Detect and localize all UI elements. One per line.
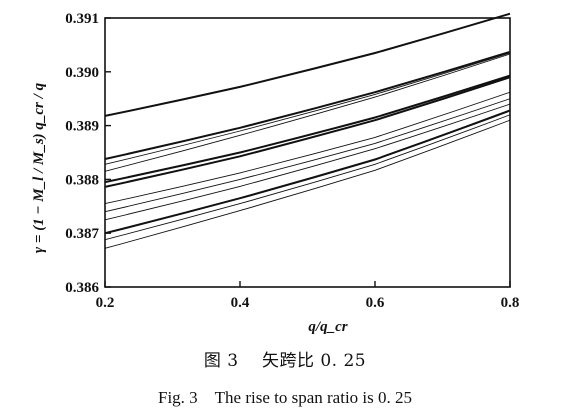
series-line-2 — [104, 50, 511, 160]
y-axis-label: γ = (1 − M_l / M_s) q_cr / q — [31, 82, 47, 253]
series-line-6 — [104, 76, 511, 188]
figure-caption-chinese: 图 3 矢跨比 0. 25 — [203, 351, 367, 371]
x-tick-label: 0.2 — [96, 295, 115, 311]
x-tick-label: 0.6 — [366, 295, 385, 311]
series-line-4 — [104, 53, 511, 172]
y-tick-label: 0.386 — [65, 280, 99, 296]
y-tick-label: 0.391 — [65, 11, 99, 27]
x-tick-label: 0.8 — [501, 295, 520, 311]
x-axis-label: q/q_cr — [308, 319, 347, 335]
series-line-3 — [104, 52, 511, 165]
y-tick-label: 0.389 — [65, 119, 99, 135]
plot-frame — [104, 17, 511, 288]
y-tick-label: 0.388 — [65, 172, 99, 188]
series-line-5 — [104, 74, 511, 184]
ticks-group: 0.2 0.4 0.6 0.8 0.386 0.387 0.388 0.389 0.390 0.3… — [65, 11, 519, 311]
series-line-7 — [104, 91, 511, 205]
x-tick-label: 0.4 — [231, 295, 250, 311]
series-line-1 — [104, 12, 511, 117]
series-line-10 — [104, 109, 511, 235]
y-tick-label: 0.390 — [65, 65, 99, 81]
figure-caption-english: Fig. 3 The rise to span ratio is 0. 25 — [157, 388, 413, 407]
series-group — [104, 12, 511, 249]
series-line-12 — [104, 119, 511, 249]
plot-area — [104, 17, 511, 288]
y-tick-label: 0.387 — [65, 226, 99, 242]
series-line-9 — [104, 103, 511, 221]
series-line-11 — [104, 114, 511, 241]
series-line-8 — [104, 98, 511, 213]
